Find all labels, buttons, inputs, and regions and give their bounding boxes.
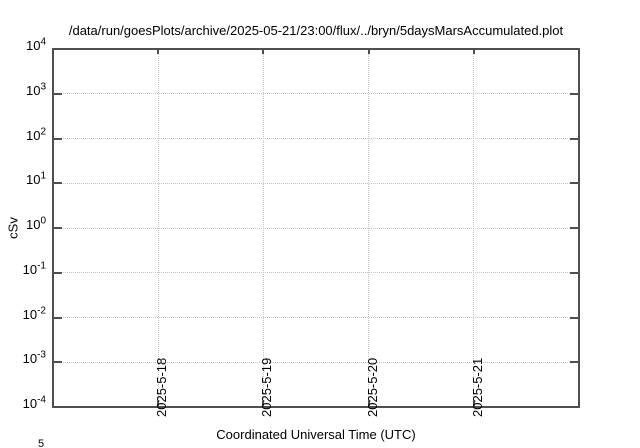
- y-tick-right: [570, 48, 579, 50]
- y-tick-exponent: 0: [40, 215, 46, 227]
- x-tick-label: 2025-5-21: [469, 357, 485, 417]
- y-tick-label: 100: [0, 215, 46, 232]
- clipped-tick-label-fragment: 5: [38, 438, 45, 448]
- y-tick-exponent: 4: [40, 36, 46, 48]
- y-tick-right: [570, 316, 579, 319]
- y-tick-label: 102: [0, 126, 46, 143]
- y-tick-base: 10: [25, 127, 41, 143]
- y-tick-base: 10: [25, 217, 41, 232]
- y-tick-exponent: 3: [40, 81, 46, 93]
- x-tick-label: 2025-5-19: [259, 357, 275, 417]
- y-tick-base: 10: [22, 261, 38, 277]
- y-tick-base: 10: [25, 38, 41, 53]
- y-tick-right: [570, 137, 579, 140]
- y-tick-left: [53, 137, 62, 140]
- x-tick-top: [472, 49, 475, 54]
- x-tick-bottom: [472, 401, 475, 407]
- x-tick-label: 2025-5-20: [364, 357, 380, 417]
- y-grid-line: [54, 227, 578, 229]
- x-tick-top: [262, 49, 265, 54]
- y-tick-right: [570, 406, 579, 408]
- x-grid-line: [473, 50, 475, 407]
- y-tick-right: [570, 361, 579, 364]
- y-tick-exponent: -4: [37, 394, 46, 406]
- y-tick-right: [570, 92, 579, 95]
- chart-title: /data/run/goesPlots/archive/2025-05-21/2…: [68, 23, 564, 38]
- y-tick-label: 10-2: [0, 305, 46, 322]
- y-tick-exponent: 1: [40, 170, 46, 182]
- x-tick-label: 2025-5-18: [154, 357, 170, 417]
- y-tick-left: [53, 92, 62, 95]
- y-tick-exponent: 2: [40, 126, 46, 138]
- y-tick-left: [53, 361, 62, 364]
- y-grid-line: [54, 317, 578, 318]
- x-tick-bottom: [157, 401, 160, 407]
- y-tick-base: 10: [22, 306, 38, 322]
- y-grid-line: [54, 182, 578, 184]
- y-tick-label: 10-1: [0, 260, 46, 277]
- y-tick-base: 10: [22, 396, 38, 411]
- y-tick-label: 104: [0, 36, 46, 53]
- y-grid-line: [54, 138, 578, 139]
- y-tick-label: 101: [0, 170, 46, 188]
- y-tick-right: [570, 182, 579, 185]
- x-tick-top: [157, 49, 160, 54]
- y-tick-left: [53, 227, 62, 229]
- y-tick-base: 10: [25, 172, 41, 188]
- y-tick-left: [53, 48, 62, 50]
- x-grid-line: [368, 50, 370, 407]
- x-grid-line: [157, 50, 159, 407]
- y-grid-line: [54, 272, 578, 274]
- y-tick-exponent: -3: [37, 349, 46, 361]
- x-tick-bottom: [262, 401, 265, 407]
- y-tick-label: 103: [0, 81, 46, 98]
- x-tick-top: [367, 49, 370, 54]
- x-axis-title: Coordinated Universal Time (UTC): [216, 427, 416, 442]
- x-tick-bottom: [367, 401, 370, 407]
- y-tick-base: 10: [25, 82, 41, 98]
- y-tick-right: [570, 227, 579, 229]
- y-tick-left: [53, 182, 62, 185]
- y-tick-exponent: -2: [37, 305, 46, 317]
- y-tick-left: [53, 271, 62, 274]
- y-tick-base: 10: [22, 351, 38, 367]
- y-tick-label: 10-3: [0, 349, 46, 367]
- y-tick-left: [53, 316, 62, 319]
- x-grid-line: [262, 50, 264, 407]
- y-tick-left: [53, 406, 62, 408]
- y-grid-line: [54, 361, 578, 363]
- y-tick-label: 10-4: [0, 394, 46, 411]
- y-grid-line: [54, 93, 578, 95]
- y-tick-right: [570, 271, 579, 274]
- y-tick-exponent: -1: [37, 260, 46, 272]
